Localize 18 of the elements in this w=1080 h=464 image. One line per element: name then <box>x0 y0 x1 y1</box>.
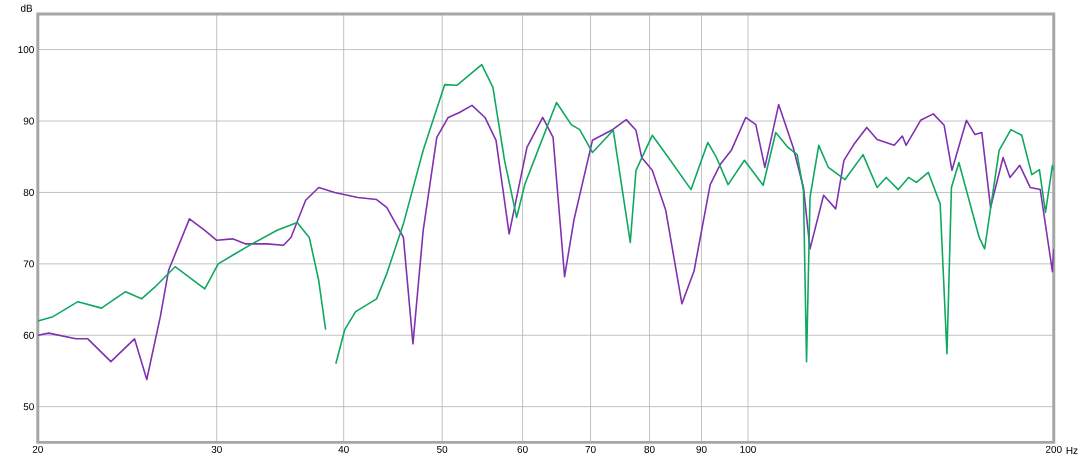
x-tick-label: 20 <box>32 445 43 453</box>
y-tick-label: 70 <box>23 260 34 268</box>
x-axis-title: Hz <box>1066 446 1078 454</box>
x-tick-label: 200 <box>1045 445 1062 453</box>
y-axis-title: dB <box>20 4 33 12</box>
x-tick-label: 30 <box>211 445 222 453</box>
y-tick-label: 80 <box>23 188 34 196</box>
x-tick-label: 80 <box>644 445 655 453</box>
x-tick-label: 100 <box>740 445 756 453</box>
x-tick-label: 70 <box>585 445 596 453</box>
y-tick-label: 60 <box>23 331 34 339</box>
y-tick-label: 100 <box>18 46 34 54</box>
x-tick-label: 50 <box>437 445 448 453</box>
y-tick-label: 90 <box>23 117 34 125</box>
y-tick-label: 50 <box>23 403 34 411</box>
x-tick-label: 90 <box>696 445 707 453</box>
x-tick-label: 60 <box>517 445 528 453</box>
x-tick-label: 40 <box>338 445 349 453</box>
